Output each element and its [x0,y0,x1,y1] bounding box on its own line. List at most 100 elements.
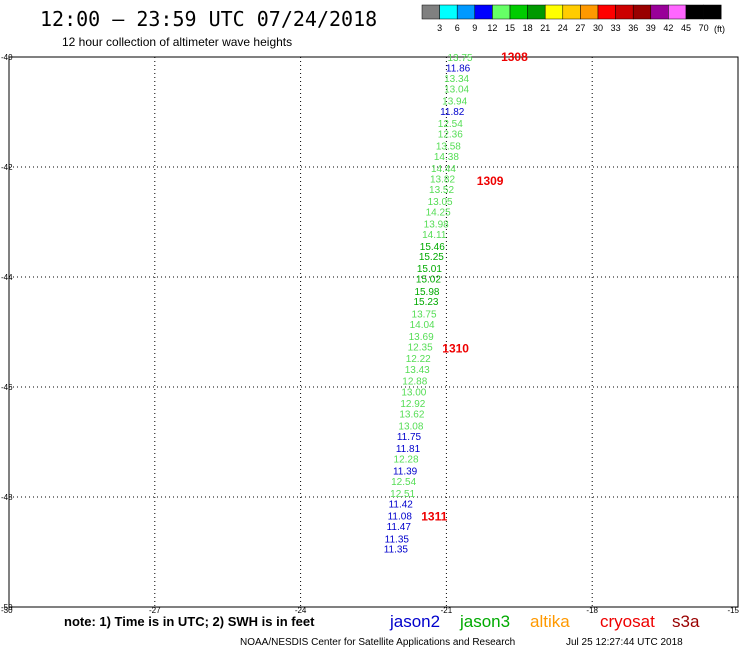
legend-jason2: jason2 [389,612,440,631]
x-tick-label: -30 [1,606,13,615]
wave-height-label: 13.43 [405,365,430,376]
wave-height-label: 12.35 [408,342,433,353]
colorbar-label: 6 [455,23,460,33]
colorbar-swatch [562,4,581,20]
colorbar-label: 3 [437,23,442,33]
colorbar-swatch [439,4,458,20]
colorbar-swatch [527,4,546,20]
wave-height-label: 13.34 [444,74,469,85]
generated-timestamp: Jul 25 12:27:44 UTC 2018 [566,637,683,648]
y-tick-label: -46 [1,383,13,392]
wave-height-label: 13.94 [442,96,467,107]
wave-height-label: 14.04 [410,320,435,331]
x-tick-label: -27 [149,606,161,615]
wave-height-label: 15.23 [413,297,438,308]
chart-title: 12:00 – 23:59 UTC 07/24/2018 [40,7,377,31]
satellite-legend: jason2 jason3 altika cryosat s3a [389,612,700,631]
wave-height-label: 13.75 [447,53,472,64]
wave-height-label: 12.54 [391,477,416,488]
colorbar-swatch [597,4,616,20]
x-tick-label: -21 [441,606,453,615]
grid-lines [9,57,738,607]
y-tick-label: -40 [1,53,13,62]
wave-height-label: 15.01 [417,264,442,275]
wave-height-label: 15.25 [419,252,444,263]
wave-height-label: 13.05 [428,197,453,208]
colorbar-swatch [456,4,476,20]
colorbar-label: 12 [487,23,497,33]
x-tick-label: -24 [295,606,307,615]
wave-height-label: 11.39 [393,467,418,478]
observation-labels: 13.7511.8613.3413.0413.9411.8212.5412.36… [384,53,473,556]
wave-height-label: 13.82 [430,175,455,186]
wave-height-label: 12.88 [402,376,427,387]
x-tick-label: -15 [727,606,739,615]
colorbar-label: 33 [611,23,621,33]
wave-height-label: 12.92 [400,399,425,410]
chart-subtitle: 12 hour collection of altimeter wave hei… [62,35,292,49]
wave-height-label: 13.69 [409,332,434,343]
colorbar-swatch [421,4,440,20]
colorbar-swatch [580,4,599,20]
wave-height-label: 13.04 [444,84,469,95]
wave-height-label: 13.00 [401,387,426,398]
wave-height-label: 15.98 [414,287,439,298]
colorbar-label: 24 [558,23,568,33]
wave-height-label: 11.42 [389,500,414,511]
plot-frame [8,56,739,608]
orbit-number-label: 1308 [501,50,528,64]
wave-height-label: 14.44 [431,164,456,175]
colorbar-label: 70 [699,23,709,33]
wave-height-label: 11.75 [397,432,422,443]
y-tick-label: -48 [1,493,13,502]
y-axis-ticks: -40 -42 -44 -46 -48 -50 [1,53,13,612]
legend-s3a: s3a [672,612,700,631]
colorbar-swatch [492,4,511,20]
x-tick-label: -18 [586,606,598,615]
wave-height-label: 15.02 [416,275,441,286]
wave-height-label: 11.47 [387,522,412,533]
orbit-number-label: 1310 [442,342,469,356]
orbit-number-label: 1309 [477,174,504,188]
wave-height-label: 13.08 [398,422,423,433]
colorbar-swatch [650,4,669,20]
wave-height-label: 13.75 [412,309,437,320]
wave-height-label: 13.62 [399,409,424,420]
colorbar-label: 18 [523,23,533,33]
colorbar-swatch [474,4,493,20]
colorbar-label: 21 [540,23,550,33]
colorbar-label: 39 [646,23,656,33]
wave-height-label: 12.54 [438,119,463,130]
legend-altika: altika [530,612,570,631]
colorbar-label: 30 [593,23,603,33]
colorbar-swatch [544,4,564,20]
wave-height-label: 13.58 [436,142,461,153]
colorbar-swatch [685,4,704,20]
colorbar-swatch [668,4,687,20]
colorbar-label: 45 [681,23,691,33]
orbit-number-labels: 1308 1309 1310 1311 [421,50,528,523]
colorbar-label: 27 [575,23,585,33]
wave-height-label: 13.52 [429,185,454,196]
colorbar-label: 9 [472,23,477,33]
colorbar-swatch [615,4,634,20]
orbit-number-label: 1311 [421,509,447,523]
wave-height-label: 11.35 [385,534,410,545]
wave-height-label: 13.98 [424,220,449,231]
wave-height-label: 12.22 [406,354,431,365]
wave-height-label: 11.86 [446,63,471,74]
wave-height-label: 14.11 [422,230,447,241]
wave-height-label: 14.38 [434,152,459,163]
legend-jason3: jason3 [459,612,510,631]
colorbar-label: 42 [663,23,673,33]
wave-height-label: 14.25 [426,208,451,219]
wave-height-label: 15.46 [420,242,445,253]
wave-height-label: 12.51 [390,489,415,500]
wave-height-label: 11.82 [440,107,465,118]
colorbar-label: 15 [505,23,515,33]
y-tick-label: -50 [1,603,13,612]
wave-height-label: 11.35 [384,545,409,556]
footer-note: note: 1) Time is in UTC; 2) SWH is in fe… [64,614,315,629]
colorbar-swatch [703,4,722,20]
